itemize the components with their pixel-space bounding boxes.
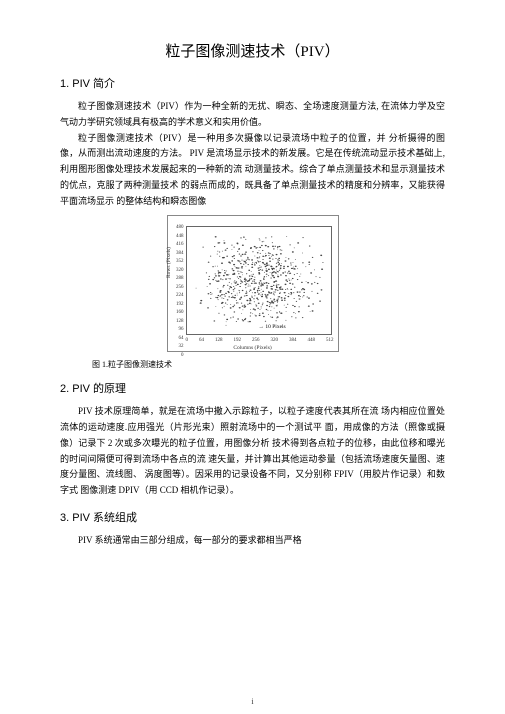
figure-1: Rows (Pixels) 48044841638435232028825622… bbox=[167, 215, 339, 352]
section-1-para-1: 粒子图像测速技术（PIV）作为一种全新的无扰、瞬态、全场速度测量方法, 在流体力… bbox=[60, 99, 445, 131]
figure-x-ticks: 064128192256320384448512 bbox=[186, 338, 334, 343]
section-3-para: PIV 系统通常由三部分组成，每一部分的要求都相当严格 bbox=[60, 533, 445, 549]
figure-x-label: Columns (Pixels) bbox=[168, 345, 338, 351]
section-2-para: PIV 技术原理简单，就是在流场中撒入示踪粒子，以粒子速度代表其所在流 场内相应… bbox=[60, 404, 445, 499]
figure-scale-arrow: → 10 Pixels bbox=[259, 324, 286, 330]
page-number: i bbox=[0, 697, 505, 706]
figure-plot-area: → 10 Pixels bbox=[186, 226, 332, 335]
document-title: 粒子图像测速技术（PIV） bbox=[60, 40, 445, 61]
section-1-para-2: 粒子图像测速技术（PIV）是一种用多次摄像以记录流场中粒子的位置，并 分析摄得的… bbox=[60, 131, 445, 210]
section-2-heading: 2. PIV 的原理 bbox=[60, 380, 445, 396]
figure-1-container: Rows (Pixels) 48044841638435232028825622… bbox=[60, 215, 445, 370]
section-3-heading: 3. PIV 系统组成 bbox=[60, 509, 445, 525]
page: 粒子图像测速技术（PIV） 1. PIV 简介 粒子图像测速技术（PIV）作为一… bbox=[0, 0, 505, 714]
figure-1-caption: 图 1.粒子图像测速技术 bbox=[60, 359, 445, 370]
figure-scatter bbox=[187, 227, 331, 334]
figure-y-ticks: 4804484163843523202882562241921601289664… bbox=[170, 224, 184, 360]
section-1-heading: 1. PIV 简介 bbox=[60, 75, 445, 91]
